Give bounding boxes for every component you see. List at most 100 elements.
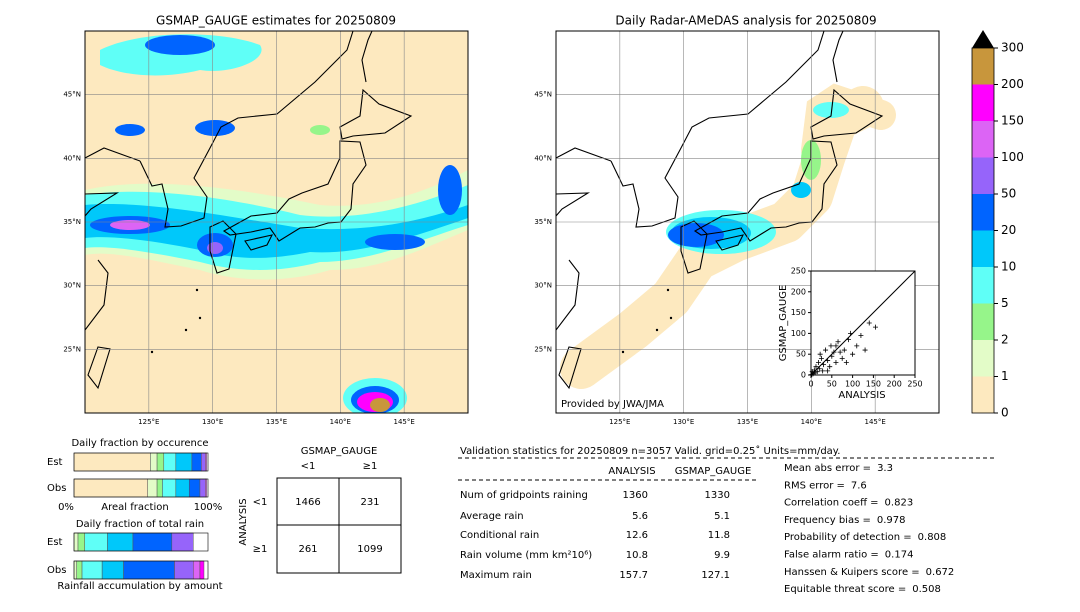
fraction-segment <box>76 560 83 580</box>
cell: 1099 <box>357 544 382 555</box>
scatter-point <box>843 360 849 366</box>
scatter-point <box>820 362 826 368</box>
map-gsmap <box>85 31 468 413</box>
colorbar-bin <box>972 157 994 194</box>
y-tick-label: 45°N <box>63 91 81 99</box>
colorbar-label: 2 <box>1001 333 1009 347</box>
fraction-segment <box>81 560 103 580</box>
x-tick-label: 250 <box>907 380 922 389</box>
colorbar-label: 200 <box>1001 77 1024 91</box>
x-tick-label: 140°E <box>330 418 351 426</box>
fraction-segment <box>191 452 202 472</box>
fraction-segment <box>171 532 194 552</box>
fraction-segment <box>188 478 201 498</box>
fraction-segment <box>175 478 190 498</box>
score-label: Equitable threat score = <box>784 584 906 595</box>
colorbar-bin <box>972 84 994 121</box>
scatter-point <box>823 347 829 353</box>
colorbar-bin <box>972 194 994 231</box>
score-value: 0.823 <box>885 498 914 509</box>
y-tick-label: 0 <box>801 371 806 380</box>
colorbar-bin <box>972 340 994 377</box>
scatter-point <box>818 355 824 361</box>
bar-frame <box>73 532 209 552</box>
col-label: ≥1 <box>363 461 378 472</box>
score-label: Correlation coeff = <box>784 498 879 509</box>
fraction-segment <box>162 478 177 498</box>
score-label: False alarm ratio = <box>784 550 879 561</box>
scatter-point <box>816 366 822 372</box>
x-tick-label: 145°E <box>865 418 886 426</box>
fraction-segment <box>123 560 175 580</box>
y-tick-label: 25°N <box>63 345 81 353</box>
x-tick-label: 140°E <box>801 418 822 426</box>
y-tick-label: 30°N <box>534 282 552 290</box>
y-tick-label: 40°N <box>63 154 81 162</box>
scatter-point <box>815 360 821 366</box>
colorbar-extend <box>972 30 994 48</box>
y-tick-label: 25°N <box>534 345 552 353</box>
x-tick-label: 130°E <box>673 418 694 426</box>
bar-frame <box>73 452 209 472</box>
scatter-point <box>854 343 860 349</box>
colorbar-label: 20 <box>1001 223 1016 237</box>
scatter-point <box>827 364 833 370</box>
row-label: Average rain <box>460 511 524 522</box>
col-header: GSMAP_GAUGE <box>675 466 752 477</box>
colorbar-label: 100 <box>1001 150 1024 164</box>
y-tick-label: 50 <box>796 350 806 359</box>
cell: 231 <box>360 497 379 508</box>
scatter-point <box>850 351 856 357</box>
score-label: Frequency bias = <box>784 515 871 526</box>
cell: 261 <box>298 544 317 555</box>
scatter-point <box>820 368 826 374</box>
scatter-point <box>835 339 841 345</box>
y-tick-label: 150 <box>791 308 806 317</box>
scatter-point <box>829 353 835 359</box>
y-tick-label: 250 <box>791 267 806 276</box>
axis-label: Areal fraction <box>101 502 168 513</box>
credit: Provided by JWA/JMA <box>561 399 664 410</box>
panel-footer: Rainfall accumulation by amount <box>57 581 222 592</box>
scatter-point <box>828 343 834 349</box>
score-value: 0.808 <box>918 532 947 543</box>
scatter-point <box>833 360 839 366</box>
scatter-point <box>841 347 847 353</box>
fraction-segment <box>199 560 205 580</box>
fraction-segment <box>163 452 177 472</box>
scatter-point <box>845 337 851 343</box>
x-tick-label: 0 <box>808 380 813 389</box>
cell: 11.8 <box>708 530 730 541</box>
scatter-point <box>809 369 815 375</box>
score-value: 0.978 <box>877 515 906 526</box>
panel-title: Daily fraction of total rain <box>76 519 204 530</box>
scatter-xlabel: ANALYSIS <box>838 390 885 401</box>
scatter-point <box>825 357 831 363</box>
axis-label: 100% <box>194 502 223 513</box>
fraction-segment <box>101 560 124 580</box>
cell: 1466 <box>295 497 320 508</box>
x-tick-label: 200 <box>887 380 902 389</box>
colorbar-bin <box>972 121 994 158</box>
fraction-segment <box>199 478 206 498</box>
cell: 5.1 <box>714 511 730 522</box>
diagonal <box>810 270 916 376</box>
y-tick-label: 100 <box>791 329 806 338</box>
score-label: Hanssen & Kuipers score = <box>784 567 920 578</box>
score-value: 7.6 <box>851 480 867 491</box>
colorbar-label: 0 <box>1001 406 1009 420</box>
scatter-point <box>872 324 878 330</box>
fraction-segment <box>205 478 207 498</box>
cell: 12.6 <box>626 530 648 541</box>
colorbar-label: 1 <box>1001 369 1009 383</box>
score-label: Mean abs error = <box>784 463 871 474</box>
colorbar-bin <box>972 267 994 304</box>
map-title: Daily Radar-AMeDAS analysis for 20250809 <box>615 14 876 28</box>
map-frame <box>555 30 940 414</box>
score-value: 0.174 <box>885 550 914 561</box>
scatter-point <box>862 347 868 353</box>
colorbar-label: 10 <box>1001 260 1016 274</box>
scatter-point <box>809 372 815 378</box>
cell: 10.8 <box>626 550 648 561</box>
